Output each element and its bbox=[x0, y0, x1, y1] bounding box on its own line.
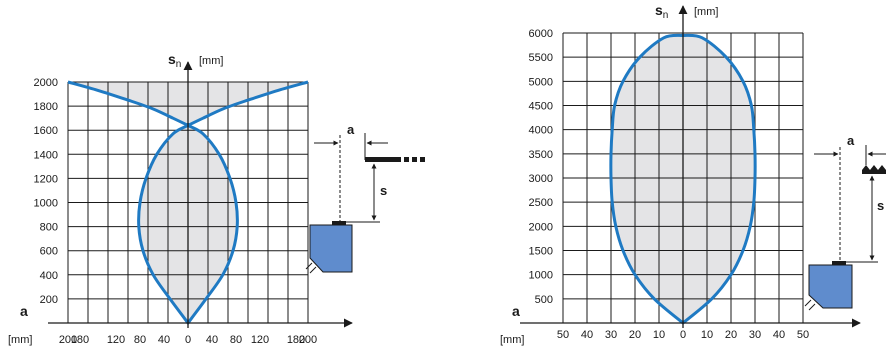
right-diagram-a-label: a bbox=[847, 133, 855, 148]
x-tick-label: 0 bbox=[680, 329, 686, 341]
left-chart-y-tick-labels: 200 400 600 800 1000 1200 1400 1600 1800 2000 bbox=[34, 77, 58, 306]
y-tick-label: 6000 bbox=[529, 28, 553, 40]
left-diagram-a-label: a bbox=[347, 122, 355, 137]
right-chart-x-label: a bbox=[512, 303, 520, 319]
y-tick-label: 800 bbox=[40, 222, 58, 234]
right-diagram-sensor-cable1 bbox=[804, 299, 812, 307]
upper-branch-right bbox=[187, 80, 309, 127]
right-diagram-target bbox=[862, 165, 886, 174]
right-diagram-sensor-lens bbox=[832, 261, 846, 265]
left-diagram-target-dash2 bbox=[412, 157, 417, 162]
x-tick-label: 40 bbox=[773, 329, 785, 341]
left-diagram-target-bar bbox=[365, 157, 401, 162]
y-tick-label: 2000 bbox=[34, 77, 58, 89]
x-tick-label: 40 bbox=[158, 334, 170, 346]
right-diagram-s-label: s bbox=[877, 198, 884, 213]
y-tick-label: 4000 bbox=[529, 125, 553, 137]
left-chart-y-label: sn bbox=[168, 51, 181, 70]
y-tick-label: 5500 bbox=[529, 52, 553, 64]
x-tick-label: 120 bbox=[107, 334, 125, 346]
x-tick-label: 10 bbox=[653, 329, 665, 341]
x-tick-label: 20 bbox=[725, 329, 737, 341]
x-tick-label: 50 bbox=[557, 329, 569, 341]
x-tick-label: 80 bbox=[134, 334, 146, 346]
right-chart-y-label: sn bbox=[655, 2, 668, 21]
right-chart: 5001000150020002500300035004000450050005… bbox=[500, 2, 886, 346]
right-chart-y-tick-labels: 500 1000 1500 2000 2500 3000 3500 4000 4500 5000 5… bbox=[529, 28, 553, 306]
x-tick-label: 50 bbox=[797, 329, 809, 341]
x-tick-label: 180 bbox=[71, 334, 89, 346]
y-tick-label: 1800 bbox=[34, 101, 58, 113]
y-tick-label: 1600 bbox=[34, 125, 58, 137]
y-tick-label: 2500 bbox=[529, 197, 553, 209]
left-diagram-target-dash1 bbox=[404, 157, 409, 162]
x-tick-label: 80 bbox=[230, 334, 242, 346]
x-tick-label: 40 bbox=[206, 334, 218, 346]
x-tick-label: 200 bbox=[59, 334, 77, 346]
left-chart-x-label: a bbox=[20, 303, 28, 319]
y-tick-label: 500 bbox=[535, 294, 553, 306]
upper-branch-left bbox=[67, 80, 189, 127]
left-diagram-sensor-lens bbox=[332, 221, 346, 225]
left-diagram-target-dash3 bbox=[420, 157, 425, 162]
left-mounting-diagram: a s bbox=[305, 122, 425, 274]
x-tick-label: 10 bbox=[701, 329, 713, 341]
y-tick-label: 1000 bbox=[529, 270, 553, 282]
left-diagram-sensor-cable2 bbox=[309, 266, 317, 274]
right-diagram-sensor-cable2 bbox=[808, 303, 816, 311]
y-tick-label: 1200 bbox=[34, 173, 58, 185]
x-tick-label: 180 bbox=[287, 334, 305, 346]
y-tick-label: 400 bbox=[40, 270, 58, 282]
y-tick-label: 600 bbox=[40, 246, 58, 258]
right-chart-x-unit: [mm] bbox=[500, 334, 524, 346]
x-tick-label: 20 bbox=[629, 329, 641, 341]
x-tick-label: 40 bbox=[581, 329, 593, 341]
y-tick-label: 2000 bbox=[529, 221, 553, 233]
right-chart-y-unit: [mm] bbox=[694, 6, 718, 18]
left-diagram-s-label: s bbox=[380, 183, 387, 198]
x-tick-label: 0 bbox=[185, 334, 191, 346]
x-tick-label: 30 bbox=[605, 329, 617, 341]
right-mounting-diagram: a s bbox=[804, 133, 886, 311]
x-tick-label: 30 bbox=[749, 329, 761, 341]
left-chart-x-unit: [mm] bbox=[8, 334, 32, 346]
y-tick-label: 1400 bbox=[34, 149, 58, 161]
y-tick-label: 5000 bbox=[529, 76, 553, 88]
left-diagram-sensor-cable1 bbox=[305, 262, 313, 270]
y-tick-label: 4500 bbox=[529, 101, 553, 113]
y-tick-label: 3000 bbox=[529, 173, 553, 185]
y-tick-label: 1500 bbox=[529, 246, 553, 258]
x-tick-label: 200 bbox=[299, 334, 317, 346]
right-diagram-sensor-body bbox=[808, 264, 853, 309]
left-chart-y-unit: [mm] bbox=[199, 55, 223, 67]
right-chart-x-tick-labels: 50 40 30 20 10 0 10 20 30 40 50 bbox=[557, 329, 809, 341]
y-tick-label: 1000 bbox=[34, 198, 58, 210]
y-tick-label: 200 bbox=[40, 294, 58, 306]
left-diagram-sensor-body bbox=[309, 224, 353, 273]
x-tick-label: 120 bbox=[251, 334, 269, 346]
y-tick-label: 3500 bbox=[529, 149, 553, 161]
